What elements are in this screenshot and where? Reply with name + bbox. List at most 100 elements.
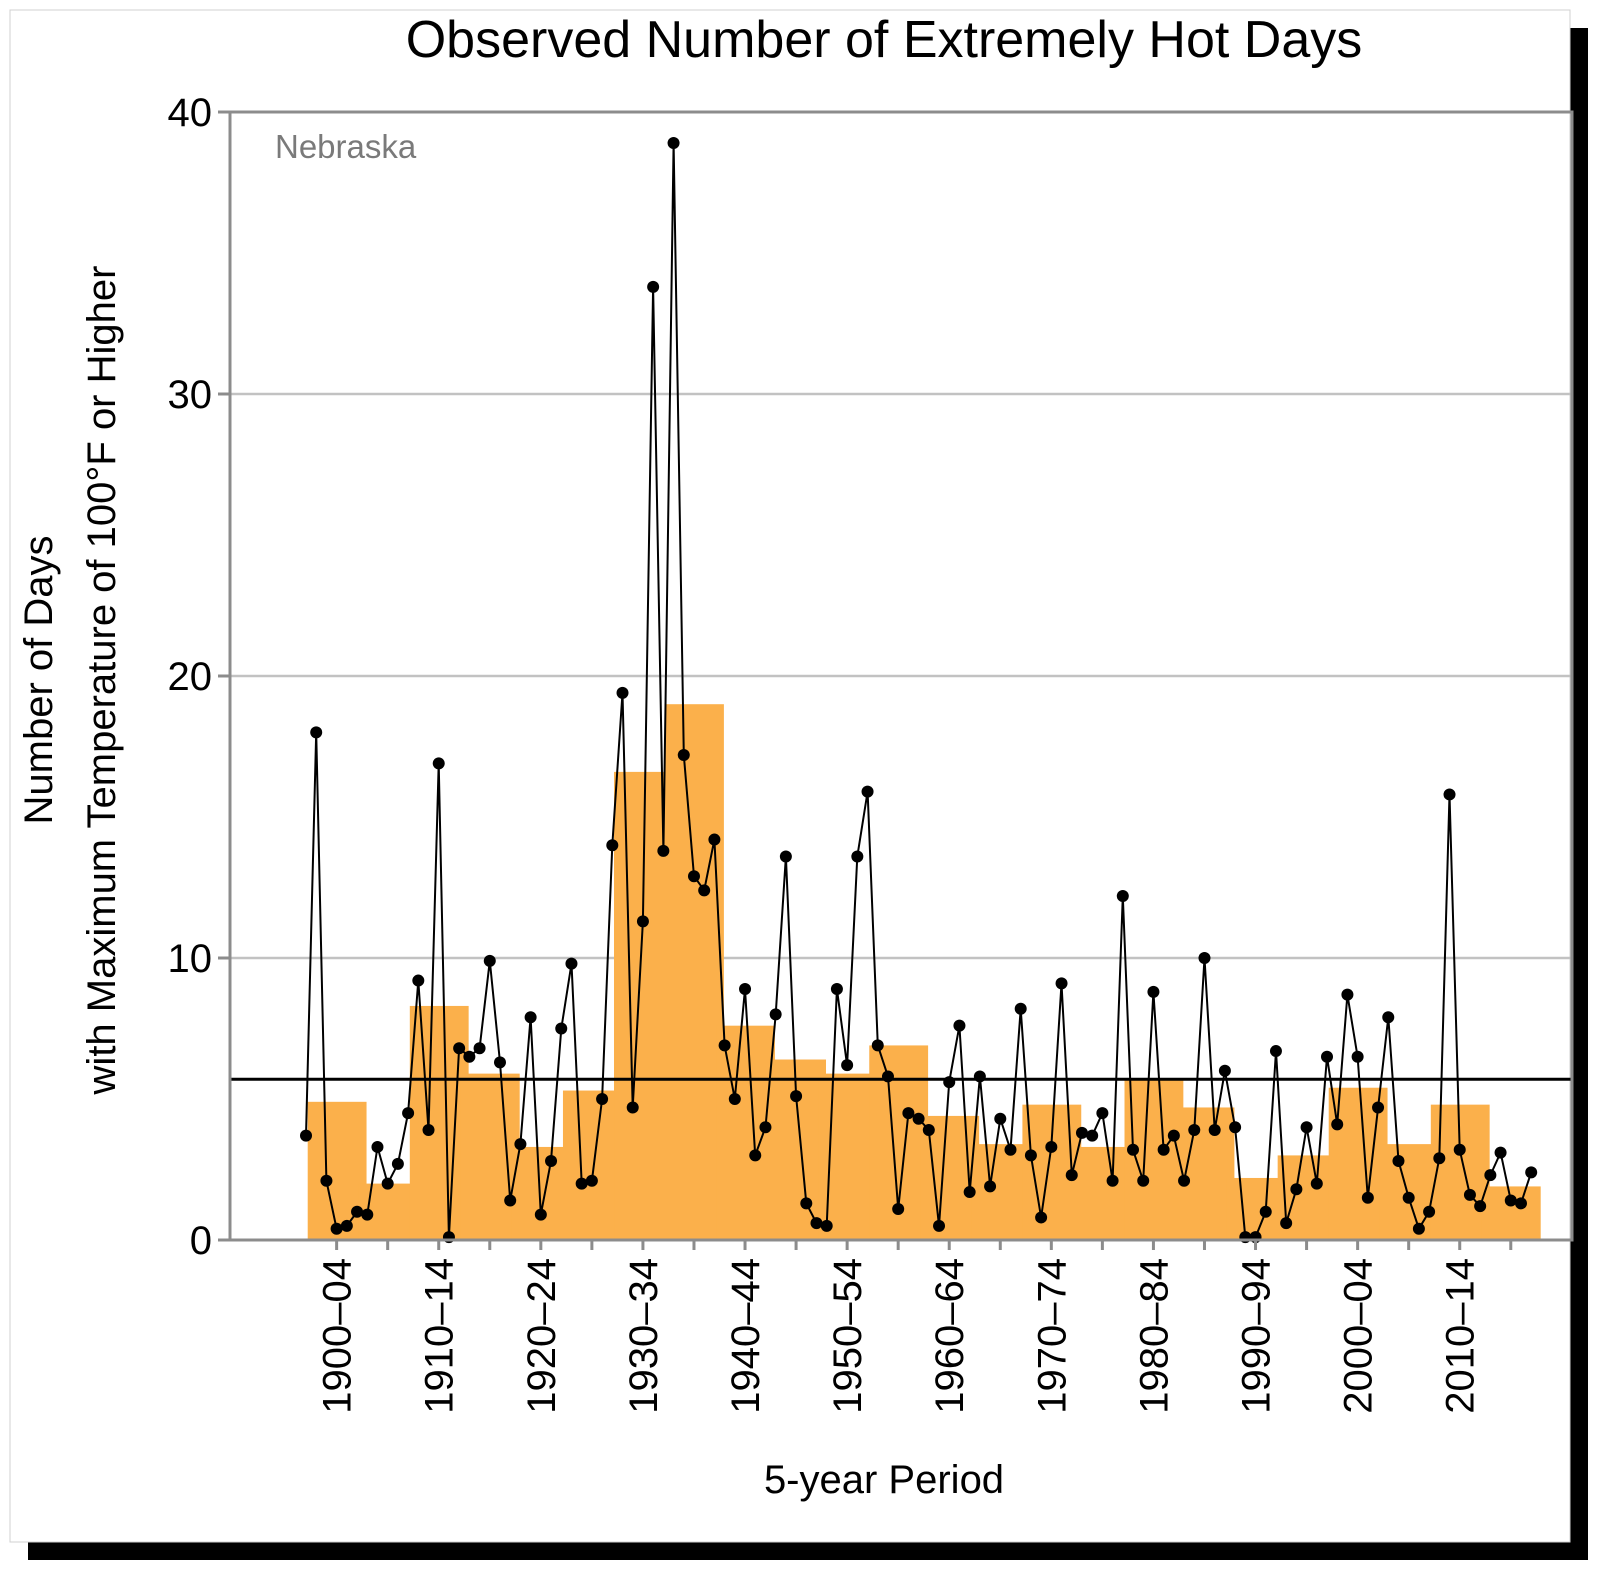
annual-point — [340, 1219, 353, 1232]
annual-point — [381, 1177, 394, 1190]
period-bar — [1073, 1146, 1133, 1240]
y-tick-label: 30 — [168, 373, 213, 417]
annual-point — [545, 1155, 558, 1168]
annual-point — [1086, 1129, 1099, 1142]
annual-point — [1014, 1002, 1027, 1015]
annual-point — [1116, 889, 1129, 902]
region-annotation: Nebraska — [275, 128, 417, 165]
annual-point — [1075, 1126, 1088, 1139]
period-bar — [1226, 1177, 1286, 1240]
annual-point — [320, 1174, 333, 1187]
annual-point — [973, 1070, 986, 1083]
annual-point — [994, 1112, 1007, 1125]
annual-point — [922, 1124, 935, 1137]
annual-point — [565, 957, 578, 970]
x-axis: 1900–04 1910–14 1920–24 1930–34 1940–44 1950–… — [316, 1240, 1513, 1414]
x-tick-label: 1940–44 — [724, 1258, 768, 1414]
annual-point — [1290, 1183, 1303, 1196]
period-bar — [1124, 1079, 1184, 1240]
x-tick-label: 1930–34 — [622, 1258, 666, 1414]
annual-point — [300, 1129, 312, 1142]
x-tick-label: 1990–94 — [1235, 1258, 1279, 1414]
annual-point — [1167, 1129, 1180, 1142]
annual-point — [1412, 1222, 1425, 1235]
period-bar — [665, 704, 724, 1240]
annual-point — [555, 1022, 568, 1035]
annual-series — [300, 137, 1538, 1244]
annual-point — [1229, 1121, 1242, 1134]
gridlines — [230, 392, 1572, 960]
y-axis: 0 10 20 30 40 — [168, 91, 230, 1263]
period-bar — [409, 1005, 469, 1240]
annual-point — [616, 686, 629, 699]
annual-point — [1035, 1211, 1048, 1224]
annual-point — [1484, 1169, 1497, 1182]
annual-point — [453, 1042, 466, 1055]
annual-point — [1453, 1143, 1466, 1156]
annual-point — [1494, 1146, 1507, 1159]
annual-point — [504, 1194, 517, 1207]
annual-point — [534, 1208, 547, 1221]
annual-point — [800, 1197, 813, 1210]
annual-point — [1300, 1121, 1313, 1134]
annual-point — [841, 1059, 854, 1072]
period-bar — [460, 1073, 520, 1240]
annual-point — [820, 1219, 833, 1232]
x-tick-label: 1960–64 — [928, 1258, 972, 1414]
card — [9, 9, 1571, 1543]
annual-point — [371, 1140, 384, 1153]
annual-point — [402, 1107, 415, 1120]
period-bar — [1481, 1186, 1541, 1240]
annual-point — [1341, 988, 1354, 1001]
annual-point — [1065, 1169, 1078, 1182]
annual-point — [1310, 1177, 1323, 1190]
period-bar — [562, 1090, 622, 1240]
annual-point — [1218, 1064, 1231, 1077]
annual-point — [881, 1070, 894, 1083]
annual-point — [677, 748, 690, 761]
annual-point — [1433, 1152, 1446, 1165]
annual-point — [698, 884, 711, 897]
annual-point — [1147, 985, 1160, 998]
annual-point — [1321, 1050, 1333, 1063]
x-tick-label: 1910–14 — [418, 1258, 462, 1414]
annual-point — [830, 983, 843, 996]
y-tick-label: 10 — [168, 937, 213, 981]
period-bar — [971, 1144, 1031, 1240]
annual-point — [432, 757, 445, 770]
annual-point — [1474, 1200, 1487, 1213]
annual-point — [769, 1008, 782, 1021]
annual-point — [759, 1121, 772, 1134]
annual-point — [943, 1076, 956, 1089]
period-bar — [511, 1146, 571, 1240]
annual-point — [1004, 1143, 1017, 1156]
annual-point — [1402, 1191, 1415, 1204]
annual-point — [483, 954, 496, 967]
y-tick-label: 0 — [190, 1219, 212, 1263]
annual-point — [657, 844, 670, 857]
annual-point — [1331, 1118, 1344, 1131]
annual-point — [739, 983, 752, 996]
x-axis-label: 5-year Period — [764, 1458, 1004, 1502]
annual-point — [422, 1124, 435, 1137]
annual-point — [1055, 977, 1068, 990]
annual-point — [1096, 1107, 1109, 1120]
annual-point — [1382, 1011, 1395, 1024]
annual-point — [1178, 1174, 1191, 1187]
annual-point — [1259, 1205, 1272, 1218]
annual-point — [892, 1202, 905, 1215]
x-tick-label: 1970–74 — [1030, 1258, 1074, 1414]
annual-point — [412, 974, 425, 987]
annual-point — [1514, 1197, 1527, 1210]
annual-point — [1463, 1188, 1476, 1201]
annual-point — [902, 1107, 915, 1120]
annual-point — [330, 1222, 343, 1235]
annual-point — [667, 137, 680, 150]
annual-point — [749, 1149, 762, 1162]
annual-point — [861, 785, 874, 798]
x-tick-label: 1980–84 — [1132, 1258, 1176, 1414]
x-tick-label: 2010–14 — [1439, 1258, 1483, 1414]
annual-point — [514, 1138, 527, 1151]
period-bar — [307, 1101, 367, 1240]
